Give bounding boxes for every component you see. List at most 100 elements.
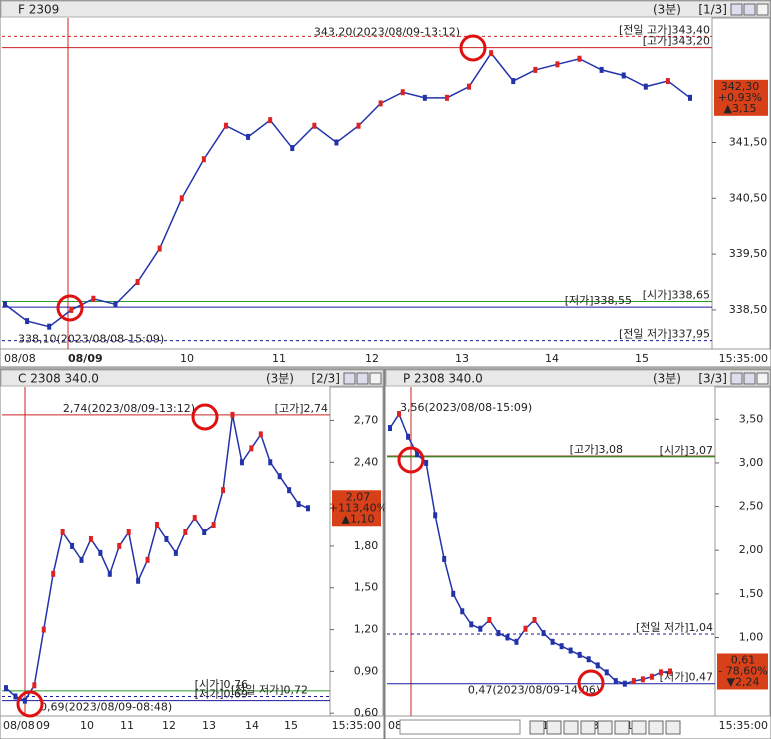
panel-header bbox=[0, 369, 384, 387]
candle bbox=[577, 651, 582, 658]
y-tick-label: 1,00 bbox=[739, 630, 764, 643]
window-button[interactable] bbox=[356, 372, 369, 385]
candle bbox=[523, 625, 528, 632]
x-tick-label: 08/08 bbox=[3, 719, 35, 732]
chart-panel: P 2308 340.0 (3분) [3/3] 1,00 1,50 2,00 2,50 3,0… bbox=[384, 368, 771, 739]
time-label: 15:35:00 bbox=[332, 719, 381, 732]
toolbar-button[interactable] bbox=[665, 720, 681, 735]
candle bbox=[312, 122, 317, 129]
candle bbox=[621, 72, 626, 79]
toolbar-button[interactable] bbox=[529, 720, 545, 735]
candle bbox=[577, 55, 582, 62]
chart-panel: F 2309 (3분) [1/3] 338,50 339,50 340,50 341,50 0… bbox=[0, 0, 771, 368]
candle bbox=[643, 83, 648, 90]
level-label: [전일 저가]1,04 bbox=[636, 620, 713, 634]
candle bbox=[505, 634, 510, 641]
candle bbox=[415, 451, 420, 458]
candle bbox=[60, 528, 65, 535]
extreme-label: 3,56(2023/08/08-15:09) bbox=[400, 401, 532, 414]
x-tick-label: 10 bbox=[80, 719, 94, 732]
candle bbox=[221, 487, 226, 494]
candle bbox=[496, 630, 501, 637]
panel-title: F 2309 bbox=[18, 3, 59, 17]
toolbar-button[interactable] bbox=[648, 720, 664, 735]
y-tick-label: 3,50 bbox=[739, 412, 764, 425]
candle bbox=[117, 542, 122, 549]
panel-title: P 2308 340.0 bbox=[403, 372, 483, 386]
toolbar-button[interactable] bbox=[546, 720, 562, 735]
current-label: 2,07 bbox=[346, 490, 371, 503]
window-button[interactable] bbox=[343, 372, 356, 385]
panel-header bbox=[385, 369, 771, 387]
y-tick-label: 340,50 bbox=[729, 191, 768, 204]
x-tick-label: 10 bbox=[180, 352, 194, 365]
x-tick-label: 12 bbox=[162, 719, 176, 732]
candle bbox=[41, 626, 46, 633]
y-tick-label: 1,80 bbox=[354, 539, 379, 552]
candle bbox=[192, 515, 197, 522]
candle bbox=[444, 94, 449, 101]
candle bbox=[511, 78, 516, 85]
candle bbox=[649, 673, 654, 680]
candle bbox=[91, 295, 96, 302]
candle bbox=[640, 676, 645, 683]
window-button[interactable] bbox=[756, 3, 769, 16]
toolbar-button[interactable] bbox=[597, 720, 613, 735]
candle bbox=[126, 528, 131, 535]
x-tick-label: 15 bbox=[284, 719, 298, 732]
page-indicator: [2/3] bbox=[311, 372, 340, 386]
candle bbox=[88, 535, 93, 542]
candle bbox=[665, 78, 670, 85]
candle bbox=[249, 445, 254, 452]
candle bbox=[622, 680, 627, 687]
candle bbox=[595, 662, 600, 669]
candle bbox=[79, 556, 84, 563]
candle bbox=[541, 630, 546, 637]
candle bbox=[424, 459, 429, 466]
window-button[interactable] bbox=[756, 372, 769, 385]
candle bbox=[202, 528, 207, 535]
period: (3분) bbox=[653, 3, 681, 17]
chart-panel: C 2308 340.0 (3분) [2/3] 0,60 0,90 1,20 1,50 1,8… bbox=[0, 368, 387, 739]
candle bbox=[239, 459, 244, 466]
window-button[interactable] bbox=[730, 372, 743, 385]
candle bbox=[378, 100, 383, 107]
window-button[interactable] bbox=[730, 3, 743, 16]
y-tick-label: 338,50 bbox=[729, 303, 768, 316]
level-label: [시가]0,76 bbox=[195, 678, 248, 691]
panel-frame bbox=[384, 368, 771, 739]
page-indicator: [1/3] bbox=[698, 3, 727, 17]
toolbar-button[interactable] bbox=[563, 720, 579, 735]
candle bbox=[433, 512, 438, 519]
level-label: [저가]0,47 bbox=[660, 671, 713, 684]
candle bbox=[460, 608, 465, 615]
candle bbox=[688, 94, 692, 101]
candle bbox=[22, 697, 27, 704]
candle bbox=[489, 50, 494, 57]
current-change: - 78,60% bbox=[718, 664, 767, 677]
candle bbox=[136, 577, 141, 584]
candle bbox=[25, 318, 30, 325]
window-button[interactable] bbox=[743, 3, 756, 16]
x-tick-label: 15 bbox=[635, 352, 649, 365]
toolbar-button[interactable] bbox=[614, 720, 630, 735]
candle bbox=[442, 555, 447, 562]
scroll-bar[interactable] bbox=[399, 719, 521, 735]
y-tick-label: 1,20 bbox=[354, 623, 379, 636]
candle bbox=[98, 549, 103, 556]
x-tick-label: 08/08 bbox=[4, 352, 36, 365]
x-tick-label: 09 bbox=[36, 719, 50, 732]
level-label: [저가]0,69 bbox=[195, 688, 248, 701]
y-tick-label: 2,40 bbox=[354, 455, 379, 468]
candle bbox=[4, 685, 8, 692]
window-button[interactable] bbox=[743, 372, 756, 385]
candle bbox=[51, 570, 56, 577]
candle bbox=[223, 122, 228, 129]
window-button[interactable] bbox=[369, 372, 382, 385]
x-tick-label: 14 bbox=[245, 719, 259, 732]
y-tick-label: 2,70 bbox=[354, 413, 379, 426]
candle bbox=[183, 528, 188, 535]
toolbar-button[interactable] bbox=[580, 720, 596, 735]
toolbar-button[interactable] bbox=[631, 720, 647, 735]
